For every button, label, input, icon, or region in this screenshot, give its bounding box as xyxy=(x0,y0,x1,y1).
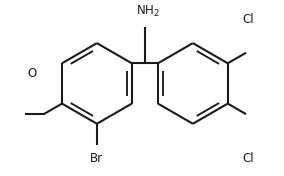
Text: Cl: Cl xyxy=(243,152,254,165)
Text: NH$_2$: NH$_2$ xyxy=(136,4,160,19)
Text: Br: Br xyxy=(90,152,103,165)
Text: Cl: Cl xyxy=(243,13,254,26)
Text: O: O xyxy=(27,67,36,80)
